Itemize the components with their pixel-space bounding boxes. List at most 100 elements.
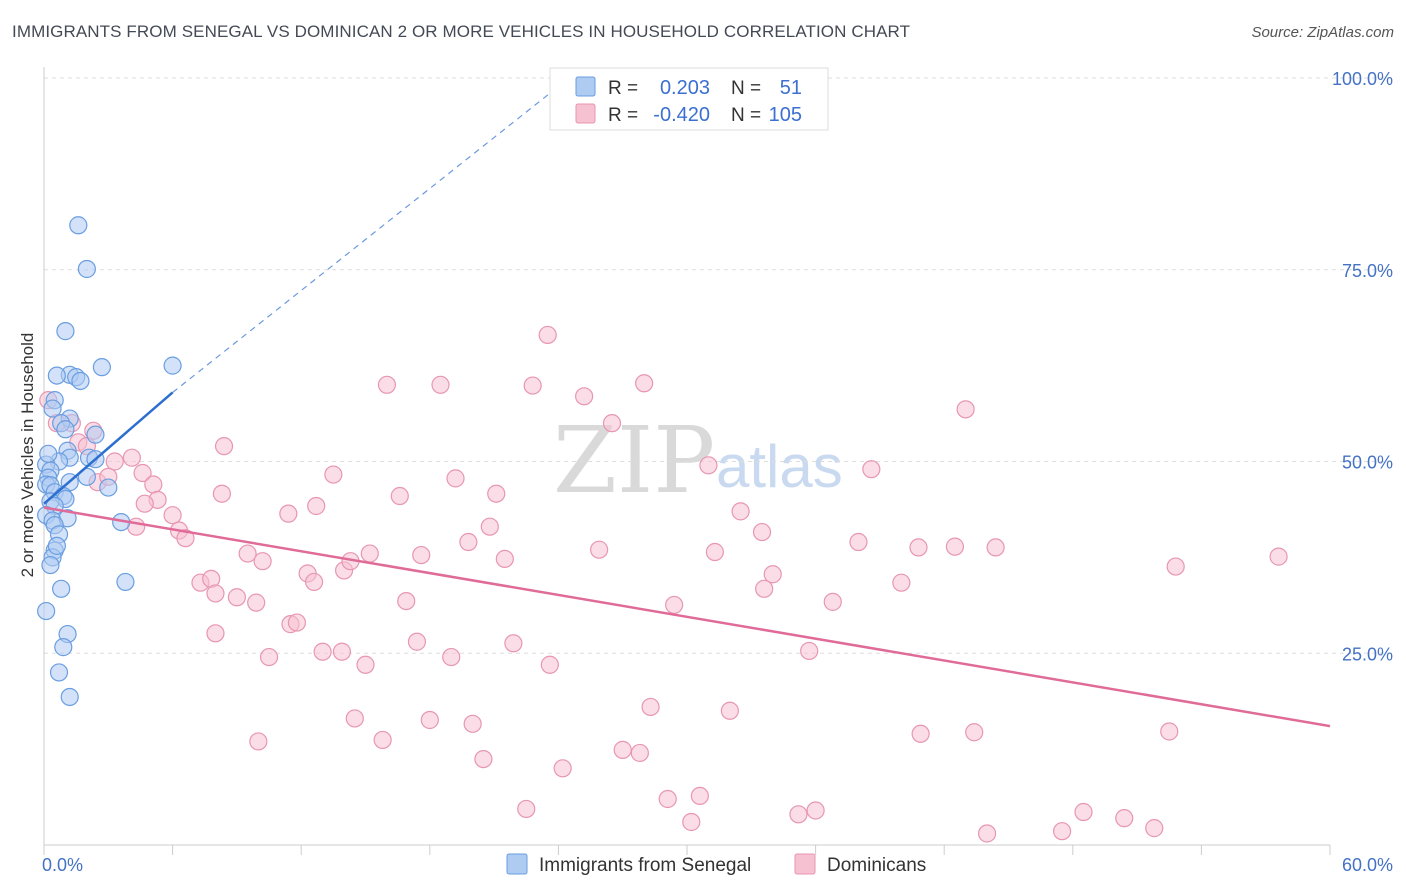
dominican-point: [630, 743, 649, 763]
senegal-points: [37, 216, 182, 707]
dominican-point: [1145, 819, 1164, 838]
dominican-point: [575, 387, 594, 406]
x-tick-max: 60.0%: [1342, 855, 1393, 875]
dominican-point: [122, 448, 141, 467]
watermark-atlas: atlas: [716, 433, 843, 500]
dominican-point: [206, 584, 225, 603]
dominican-point: [1115, 809, 1134, 828]
y-tick-labels: 25.0% 50.0% 75.0% 100.0%: [1332, 69, 1393, 664]
senegal-point: [56, 420, 75, 439]
senegal-point: [116, 572, 135, 592]
legend-senegal-label: Immigrants from Senegal: [539, 855, 751, 876]
senegal-point: [86, 425, 105, 444]
source-label: Source: ZipAtlas.com: [1251, 24, 1394, 41]
dominican-point: [431, 375, 450, 394]
senegal-trend-extension: [172, 77, 570, 393]
dominican-point: [304, 572, 324, 592]
senegal-point: [39, 444, 58, 463]
senegal-point: [60, 687, 79, 707]
dominican-points: [39, 325, 1288, 843]
dominican-point: [892, 573, 911, 592]
dominican-point: [407, 632, 427, 651]
senegal-point: [56, 322, 75, 341]
senegal-point: [77, 467, 96, 486]
y-axis-label: 2 or more Vehicles in Household: [18, 333, 37, 578]
dominican-point: [965, 723, 984, 742]
senegal-trend-line: [43, 391, 174, 505]
y-tick-label: 100.0%: [1332, 69, 1393, 89]
dominican-point: [463, 714, 482, 733]
dominican-point: [517, 799, 536, 819]
senegal-point: [163, 356, 182, 375]
dominican-point: [279, 504, 298, 523]
dominican-point: [133, 463, 152, 483]
senegal-point: [47, 366, 66, 385]
dominican-point: [613, 740, 632, 759]
y-tick-label: 75.0%: [1342, 261, 1393, 281]
dominican-point: [227, 588, 246, 607]
dominican-point: [212, 484, 231, 503]
dominican-point: [345, 709, 364, 728]
dominican-point: [214, 437, 234, 456]
dominican-point: [699, 456, 718, 475]
dominican-point: [373, 730, 392, 750]
senegal-point: [47, 536, 66, 555]
dominican-n-label: N =: [731, 105, 761, 126]
senegal-n-label: N =: [731, 78, 761, 99]
dominican-n-value: 105: [769, 104, 802, 126]
dominican-point: [800, 641, 819, 661]
dominican-point: [356, 655, 375, 674]
dominican-point: [377, 375, 397, 394]
dominican-point: [540, 655, 559, 674]
stats-legend-box: [549, 67, 829, 131]
dominican-point: [390, 486, 409, 506]
dominican-point: [259, 647, 279, 667]
dominican-point: [553, 759, 572, 778]
dominican-point: [412, 545, 431, 565]
senegal-n-value: 51: [780, 77, 802, 99]
dominican-point: [504, 634, 523, 653]
dominican-point: [789, 805, 808, 824]
dominican-point: [247, 593, 266, 612]
dominican-point: [849, 532, 868, 552]
dominican-swatch: [575, 103, 596, 124]
grid-lines: [43, 77, 1392, 855]
dominican-point: [253, 552, 272, 571]
chart-title: IMMIGRANTS FROM SENEGAL VS DOMINICAN 2 O…: [12, 22, 911, 41]
dominican-point: [1052, 822, 1072, 841]
dominican-point: [163, 506, 182, 525]
dominican-point: [135, 494, 154, 513]
dominican-point: [307, 496, 326, 516]
senegal-point: [54, 638, 73, 657]
senegal-r-label: R =: [608, 78, 638, 99]
dominican-point: [446, 469, 465, 488]
dominican-point: [287, 613, 307, 632]
dominican-point: [495, 549, 514, 569]
dominican-point: [397, 591, 416, 611]
senegal-point: [69, 216, 88, 235]
senegal-point: [77, 259, 96, 279]
dominican-point: [480, 517, 499, 536]
dominican-point: [590, 540, 609, 559]
dominican-point: [127, 517, 146, 536]
senegal-point: [52, 579, 71, 598]
senegal-point: [92, 358, 111, 377]
dominican-point: [523, 376, 542, 395]
dominican-point: [249, 732, 268, 751]
dominican-point: [720, 701, 739, 720]
dominican-point: [690, 786, 709, 806]
senegal-r-value: 0.203: [660, 77, 710, 99]
dominican-point: [752, 522, 772, 542]
watermark-zip: ZIP: [553, 407, 715, 514]
dominican-point: [862, 460, 881, 479]
senegal-point: [99, 478, 118, 497]
dominican-point: [755, 579, 774, 598]
dominican-point: [977, 824, 997, 843]
dominican-point: [682, 812, 701, 832]
x-tick-min: 0.0%: [42, 855, 83, 875]
dominican-point: [420, 710, 439, 730]
dominican-point: [658, 789, 677, 809]
senegal-point: [37, 601, 56, 621]
dominican-point: [176, 529, 195, 548]
dominican-point: [1166, 557, 1185, 576]
